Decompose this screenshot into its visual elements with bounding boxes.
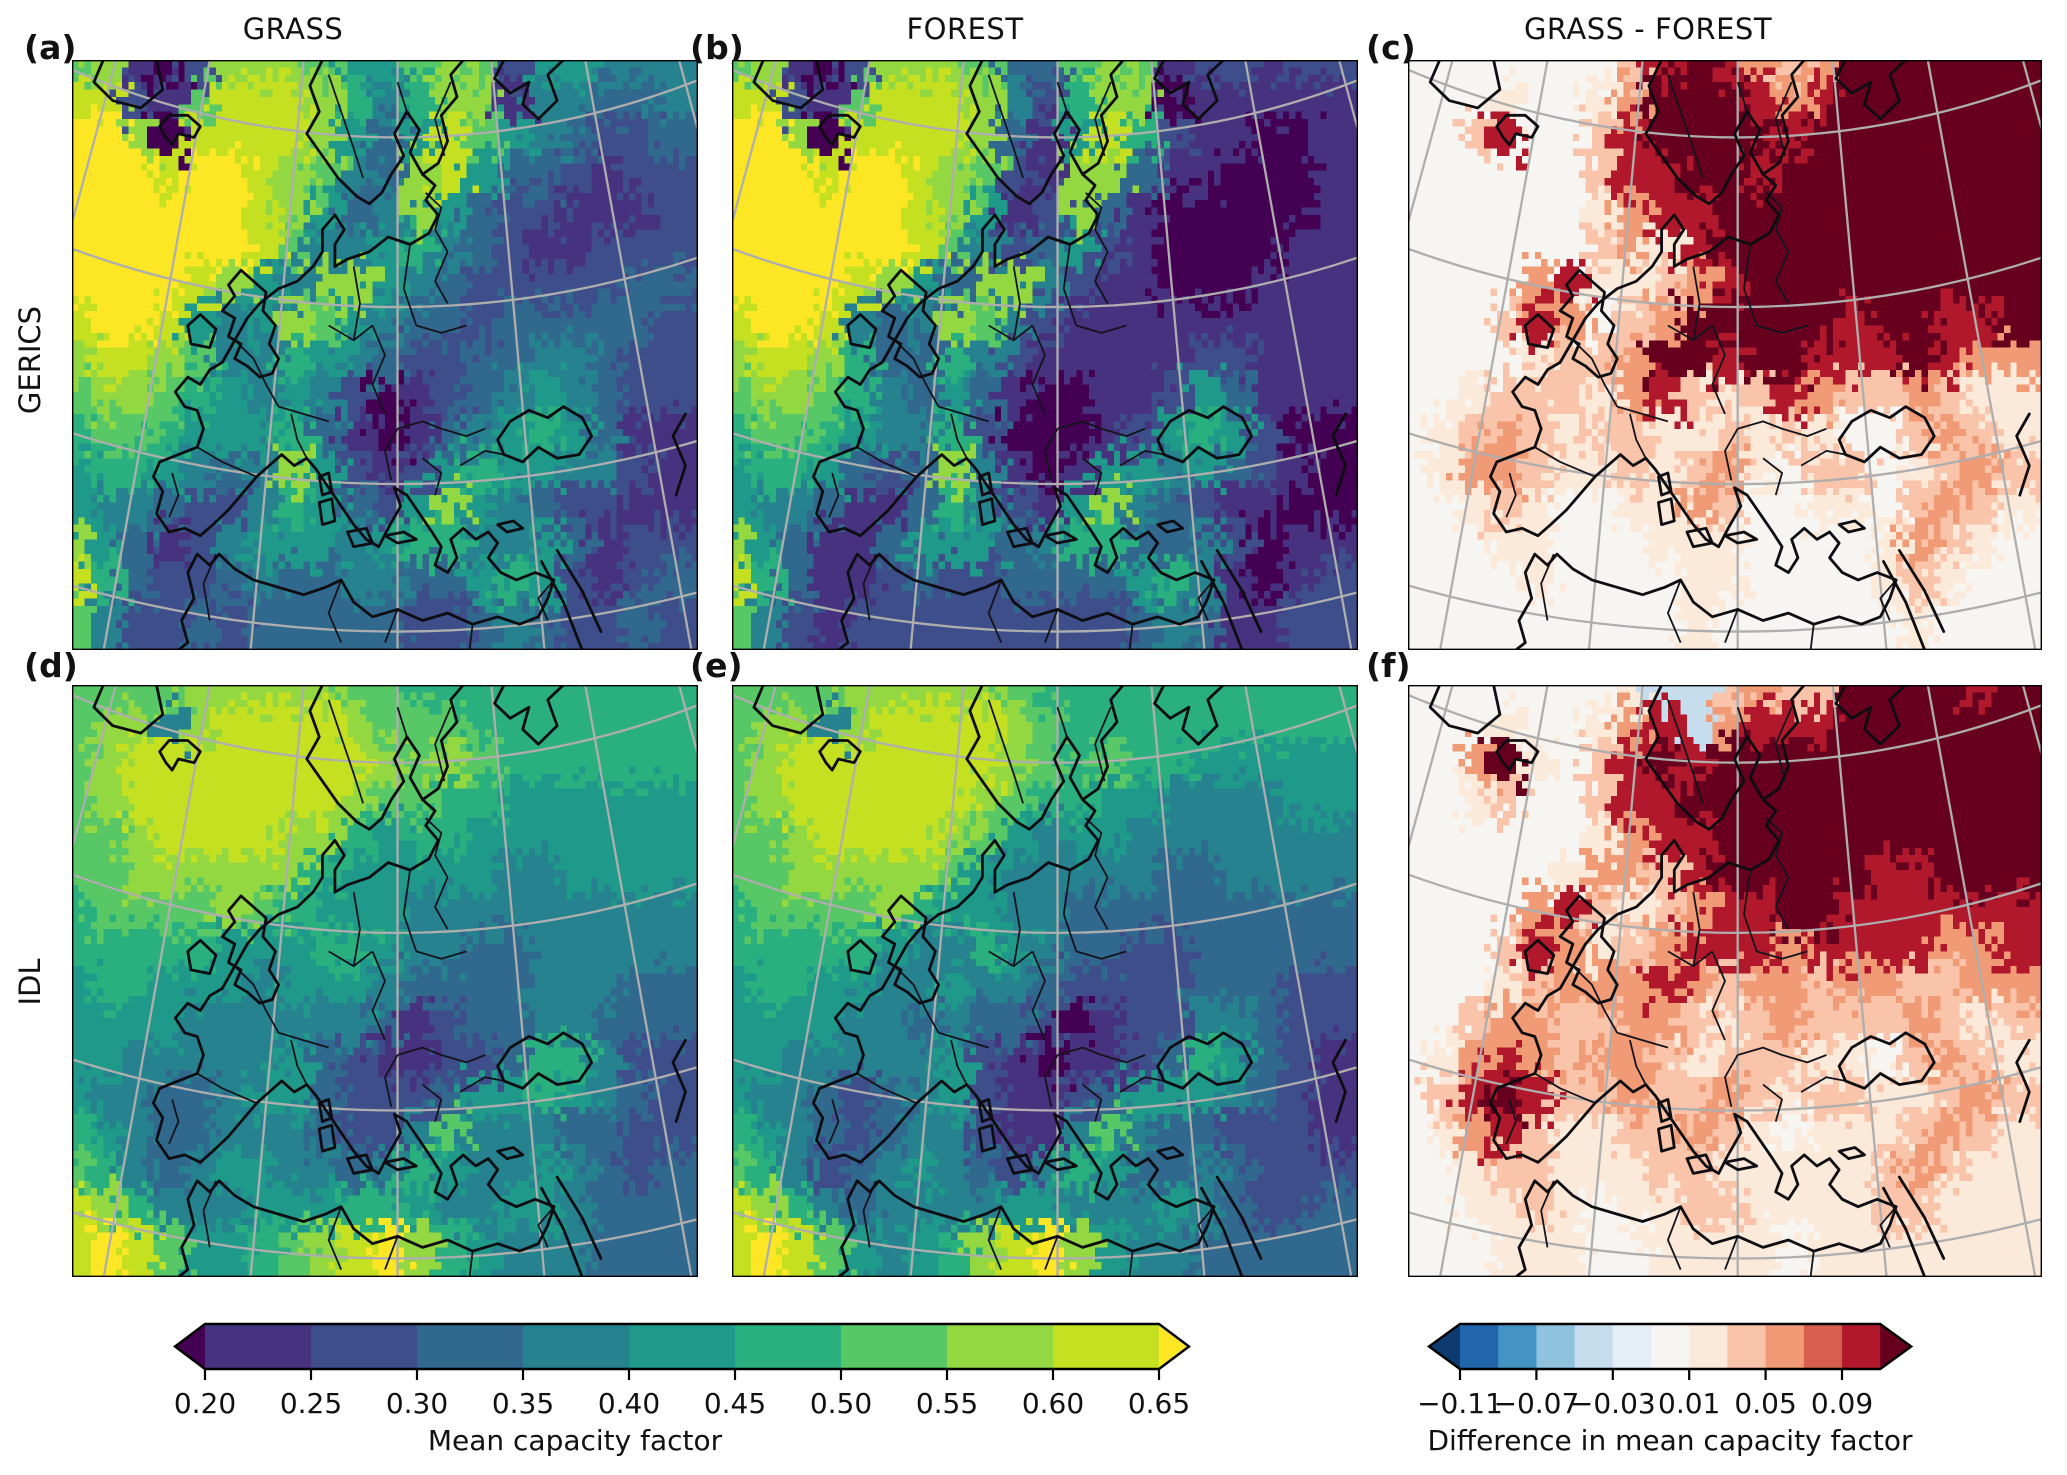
panel-label-d: (d) [24, 646, 78, 685]
map-overlay-b [732, 60, 1358, 650]
column-title-grass: GRASS [242, 12, 344, 46]
panel-label-a: (a) [24, 28, 77, 67]
difference-colorbar: −0.11−0.07−0.03 0.01 0.05 0.09 [1417, 1322, 1914, 1420]
panel-label-f: (f) [1366, 646, 1411, 685]
map-overlay-f [1408, 685, 2042, 1277]
column-title-forest: FOREST [906, 12, 1024, 46]
map-overlay-d [72, 685, 698, 1277]
svg-text:0.60: 0.60 [1022, 1387, 1084, 1420]
svg-text:0.45: 0.45 [704, 1387, 766, 1420]
row-label-idl: IDL [13, 958, 47, 1006]
svg-text:0.25: 0.25 [280, 1387, 342, 1420]
map-overlay-e [732, 685, 1358, 1277]
map-panel-c-gerics-difference [1408, 60, 2042, 650]
map-panel-e-idl-forest [732, 685, 1358, 1277]
map-panel-b-gerics-forest [732, 60, 1358, 650]
svg-text:0.05: 0.05 [1734, 1387, 1796, 1420]
svg-text:0.01: 0.01 [1658, 1387, 1720, 1420]
map-panel-f-idl-difference [1408, 685, 2042, 1277]
svg-text:0.09: 0.09 [1811, 1387, 1873, 1420]
svg-text:−0.11: −0.11 [1417, 1387, 1503, 1420]
column-title-grass-minus-forest: GRASS - FOREST [1523, 12, 1773, 46]
capacity-colorbar-label: Mean capacity factor [427, 1424, 723, 1457]
capacity-colorbar: 0.20 0.25 0.30 0.35 0.40 0.45 0.50 0.55 0.60 0.65 [173, 1322, 1191, 1420]
svg-text:0.30: 0.30 [386, 1387, 448, 1420]
map-panel-a-gerics-grass [72, 60, 698, 650]
svg-text:0.40: 0.40 [598, 1387, 660, 1420]
svg-text:−0.03: −0.03 [1570, 1387, 1656, 1420]
map-overlay-a [72, 60, 698, 650]
svg-text:−0.07: −0.07 [1493, 1387, 1579, 1420]
svg-text:0.20: 0.20 [174, 1387, 236, 1420]
map-panel-d-idl-grass [72, 685, 698, 1277]
svg-text:0.35: 0.35 [492, 1387, 554, 1420]
svg-text:0.55: 0.55 [916, 1387, 978, 1420]
row-label-gerics: GERICS [13, 305, 47, 415]
map-overlay-c [1408, 60, 2042, 650]
svg-text:0.50: 0.50 [810, 1387, 872, 1420]
panel-label-c: (c) [1366, 28, 1416, 67]
svg-text:0.65: 0.65 [1128, 1387, 1190, 1420]
panel-label-e: (e) [690, 646, 743, 685]
difference-colorbar-label: Difference in mean capacity factor [1427, 1424, 1913, 1457]
